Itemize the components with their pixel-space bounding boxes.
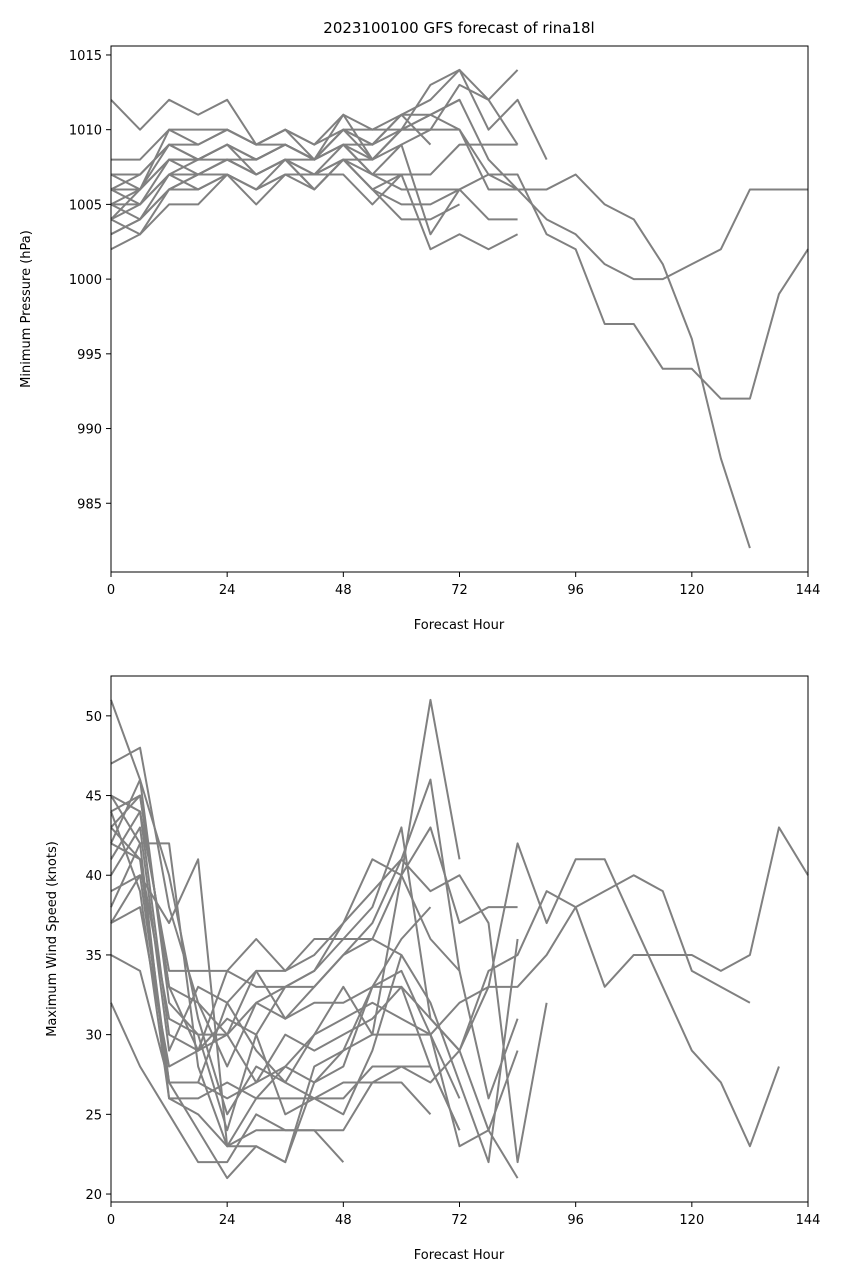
figure-title: 2023100100 GFS forecast of rina18l [323, 19, 594, 37]
pressure-y-tick-label: 995 [77, 348, 102, 363]
wind-y-axis-label: Maximum Wind Speed (knots) [45, 841, 60, 1037]
wind-y-tick-label: 45 [85, 790, 102, 805]
pressure-x-tick-label: 96 [567, 583, 584, 598]
wind-series-line-15 [110, 826, 432, 1132]
wind-x-tick-label: 120 [679, 1213, 704, 1228]
wind-y-tick-label: 40 [85, 869, 102, 884]
wind-series-line-18 [110, 842, 403, 1116]
wind-series-line-13 [110, 842, 461, 1148]
pressure-series-group [110, 68, 809, 549]
pressure-y-tick-label: 1000 [69, 273, 102, 288]
pressure-x-tick-label: 24 [219, 583, 236, 598]
pressure-chart: 0 24 48 72 96 120 144 985 990 995 1000 1005 1010 101… [19, 45, 821, 633]
wind-series-line-10 [110, 810, 519, 1164]
pressure-x-axis-ticks: 0 24 48 72 96 120 144 [107, 572, 821, 598]
pressure-y-tick-label: 990 [77, 423, 102, 438]
wind-y-axis-ticks: 20 25 30 35 40 45 50 [85, 710, 111, 1203]
pressure-x-tick-label: 144 [796, 583, 821, 598]
wind-chart: 0 24 48 72 96 120 144 20 25 30 35 40 45 50 Forecast … [45, 675, 821, 1263]
wind-y-tick-label: 35 [85, 949, 102, 964]
wind-x-axis-ticks: 0 24 48 72 96 120 144 [107, 1202, 821, 1228]
wind-series-line-3 [110, 842, 780, 1148]
pressure-x-tick-label: 120 [679, 583, 704, 598]
pressure-y-tick-label: 1005 [69, 198, 102, 213]
pressure-series-line-16 [110, 158, 402, 236]
pressure-series-line-8 [110, 158, 519, 236]
pressure-y-axis-ticks: 985 990 995 1000 1005 1010 1015 [69, 49, 111, 512]
pressure-series-line-10 [110, 173, 519, 251]
pressure-y-axis-label: Minimum Pressure (hPa) [19, 230, 34, 388]
pressure-series-line-7 [110, 143, 518, 221]
pressure-x-tick-label: 48 [335, 583, 352, 598]
pressure-series-line-13 [110, 113, 432, 191]
wind-x-tick-label: 96 [567, 1213, 584, 1228]
wind-x-tick-label: 72 [451, 1213, 468, 1228]
pressure-plot-frame [110, 45, 809, 573]
pressure-series-line-3 [110, 113, 809, 400]
pressure-series-line-1 [110, 98, 751, 549]
wind-series-line-9 [110, 778, 519, 1179]
wind-series-group [110, 698, 809, 1180]
wind-x-tick-label: 24 [219, 1213, 236, 1228]
wind-y-tick-label: 25 [85, 1108, 102, 1123]
pressure-series-line-14 [110, 128, 431, 206]
wind-x-tick-label: 0 [107, 1213, 115, 1228]
pressure-series-line-15 [110, 98, 460, 206]
pressure-y-tick-label: 1015 [69, 49, 102, 64]
wind-x-tick-label: 144 [796, 1213, 821, 1228]
pressure-y-tick-label: 985 [77, 497, 102, 512]
wind-y-tick-label: 20 [85, 1188, 102, 1203]
wind-plot-frame [110, 675, 809, 1203]
pressure-x-tick-label: 0 [107, 583, 115, 598]
wind-series-line-7 [110, 794, 519, 1100]
pressure-x-tick-label: 72 [451, 583, 468, 598]
wind-x-axis-label: Forecast Hour [414, 1248, 505, 1263]
wind-y-tick-label: 30 [85, 1029, 102, 1044]
wind-y-tick-label: 50 [85, 710, 102, 725]
wind-x-tick-label: 48 [335, 1213, 352, 1228]
pressure-x-axis-label: Forecast Hour [414, 618, 505, 633]
pressure-y-tick-label: 1010 [69, 124, 102, 139]
